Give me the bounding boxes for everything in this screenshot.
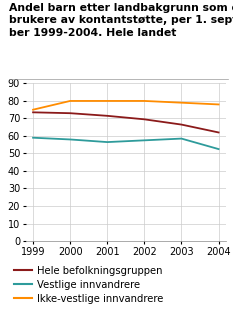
Ikke-vestlige innvandrere bbox=[217, 103, 220, 106]
Vestlige innvandrere bbox=[217, 147, 220, 151]
Line: Ikke-vestlige innvandrere: Ikke-vestlige innvandrere bbox=[33, 101, 219, 110]
Hele befolkningsgruppen bbox=[106, 114, 109, 118]
Hele befolkningsgruppen bbox=[69, 111, 72, 115]
Hele befolkningsgruppen bbox=[32, 111, 34, 114]
Vestlige innvandrere bbox=[32, 136, 34, 140]
Hele befolkningsgruppen bbox=[143, 117, 146, 121]
Ikke-vestlige innvandrere bbox=[180, 101, 183, 104]
Line: Hele befolkningsgruppen: Hele befolkningsgruppen bbox=[33, 112, 219, 133]
Ikke-vestlige innvandrere bbox=[69, 99, 72, 103]
Legend: Hele befolkningsgruppen, Vestlige innvandrere, Ikke-vestlige innvandrere: Hele befolkningsgruppen, Vestlige innvan… bbox=[14, 266, 164, 304]
Vestlige innvandrere bbox=[143, 138, 146, 142]
Vestlige innvandrere bbox=[106, 140, 109, 144]
Line: Vestlige innvandrere: Vestlige innvandrere bbox=[33, 138, 219, 149]
Hele befolkningsgruppen bbox=[180, 123, 183, 126]
Vestlige innvandrere bbox=[69, 138, 72, 141]
Text: Andel barn etter landbakgrunn som er
brukere av kontantstøtte, per 1. septem-
be: Andel barn etter landbakgrunn som er bru… bbox=[9, 3, 233, 38]
Ikke-vestlige innvandrere bbox=[106, 99, 109, 103]
Ikke-vestlige innvandrere bbox=[32, 108, 34, 112]
Ikke-vestlige innvandrere bbox=[143, 99, 146, 103]
Hele befolkningsgruppen bbox=[217, 131, 220, 134]
Vestlige innvandrere bbox=[180, 137, 183, 140]
